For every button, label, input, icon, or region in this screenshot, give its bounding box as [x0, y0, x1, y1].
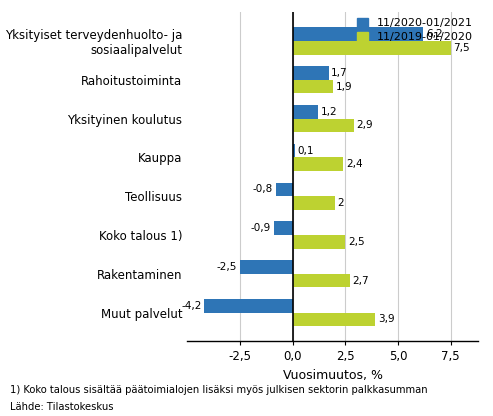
Bar	[293, 235, 346, 249]
Text: -4,2: -4,2	[181, 301, 202, 311]
Text: 1,7: 1,7	[331, 68, 348, 78]
Bar	[293, 157, 343, 171]
Text: 2,5: 2,5	[348, 237, 365, 247]
Text: 2,9: 2,9	[356, 120, 373, 130]
Bar	[293, 274, 350, 287]
Text: 7,5: 7,5	[454, 43, 470, 53]
Text: 2,7: 2,7	[352, 275, 369, 286]
Bar	[240, 260, 293, 274]
Bar	[293, 80, 333, 93]
Text: -0,8: -0,8	[253, 184, 273, 194]
Text: Lähde: Tilastokeskus: Lähde: Tilastokeskus	[10, 402, 113, 412]
Bar	[293, 119, 354, 132]
Bar	[293, 66, 328, 80]
Bar	[293, 196, 335, 210]
Text: 1) Koko talous sisältää päätoimialojen lisäksi myös julkisen sektorin palkkasumm: 1) Koko talous sisältää päätoimialojen l…	[10, 385, 427, 395]
Text: -0,9: -0,9	[251, 223, 271, 233]
Text: 2: 2	[338, 198, 344, 208]
Bar	[274, 221, 293, 235]
Bar	[276, 183, 293, 196]
Text: 1,2: 1,2	[321, 107, 337, 117]
Bar	[293, 41, 451, 54]
Bar	[293, 144, 295, 157]
Text: 0,1: 0,1	[298, 146, 314, 156]
Legend: 11/2020-01/2021, 11/2019-01/2020: 11/2020-01/2021, 11/2019-01/2020	[356, 18, 473, 42]
Bar	[293, 27, 423, 41]
X-axis label: Vuosimuutos, %: Vuosimuutos, %	[283, 369, 383, 382]
Text: 3,9: 3,9	[378, 314, 394, 324]
Text: 2,4: 2,4	[346, 159, 363, 169]
Bar	[293, 105, 318, 119]
Text: 6,2: 6,2	[426, 29, 443, 39]
Bar	[204, 299, 293, 312]
Text: -2,5: -2,5	[217, 262, 237, 272]
Bar	[293, 312, 375, 326]
Text: 1,9: 1,9	[336, 82, 352, 92]
